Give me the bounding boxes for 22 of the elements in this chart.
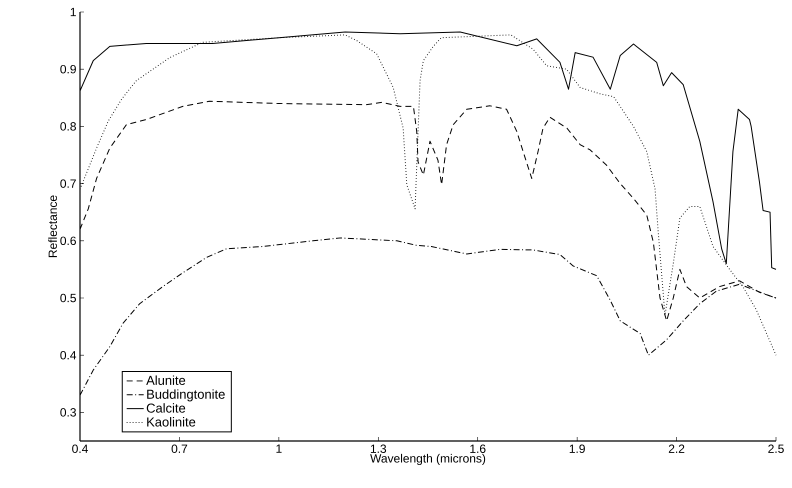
- y-axis-title: Reflectance: [48, 195, 57, 258]
- y-tick-label: 0.6: [60, 236, 76, 246]
- y-tick-label: 1: [70, 8, 76, 16]
- x-tick-label: 1.3: [370, 444, 386, 453]
- x-tick-label: 1: [276, 444, 282, 453]
- x-tick-label: 0.7: [172, 444, 188, 453]
- x-tick-label: 1.6: [470, 444, 486, 453]
- y-tick-label: 0.4: [60, 350, 76, 360]
- y-tick-label: 0.5: [60, 294, 76, 302]
- legend-label: Buddingtonite: [147, 389, 225, 402]
- y-tick-label: 0.3: [60, 408, 76, 417]
- x-tick-label: 1.9: [570, 444, 585, 453]
- x-tick-label: 2.5: [768, 444, 784, 453]
- legend-label: Kaolinite: [147, 417, 196, 427]
- legend-label: Alunite: [146, 375, 186, 385]
- legend-label: Calcite: [146, 403, 186, 413]
- y-tick-label: 0.8: [60, 122, 76, 131]
- x-tick-label: 0.4: [72, 444, 88, 453]
- y-tick-label: 0.9: [60, 64, 76, 74]
- x-axis-title: Wavelength (microns): [370, 454, 486, 465]
- x-tick-label: 2.2: [668, 444, 684, 453]
- y-tick-label: 0.7: [60, 179, 76, 188]
